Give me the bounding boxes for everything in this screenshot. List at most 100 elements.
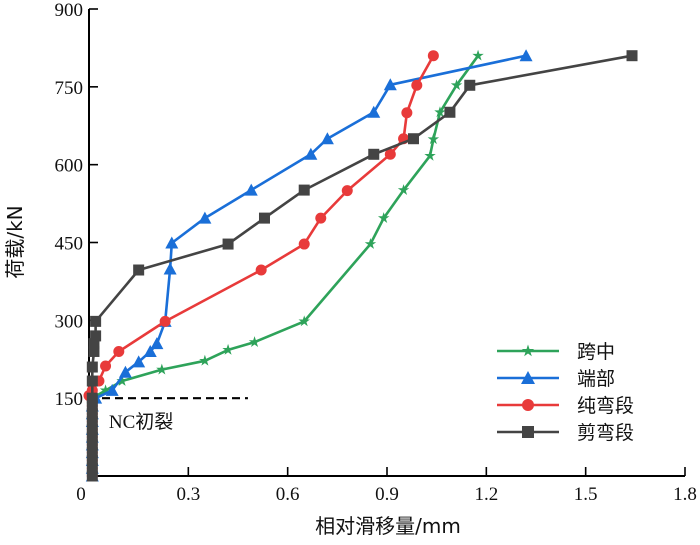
data-point — [100, 360, 112, 372]
legend-item: 剪弯段 — [497, 422, 634, 444]
y-axis-title: 荷载/kN — [3, 205, 27, 278]
data-point — [424, 149, 436, 161]
crack-label: NC初裂 — [109, 411, 173, 433]
data-point — [397, 184, 410, 195]
data-point — [90, 315, 102, 327]
data-point — [411, 79, 423, 91]
legend-label: 纯弯段 — [577, 395, 634, 417]
data-point — [384, 148, 396, 160]
data-point — [88, 338, 100, 350]
data-point — [368, 148, 380, 160]
legend-marker — [522, 426, 534, 438]
data-point — [222, 343, 234, 355]
x-tick-label: 1.8 — [673, 484, 697, 505]
data-point — [244, 183, 258, 196]
legend-marker — [522, 399, 534, 411]
legend-item: 端部 — [497, 368, 615, 390]
data-point — [367, 105, 381, 118]
legend-marker — [521, 371, 535, 384]
legend-item: 跨中 — [497, 341, 615, 363]
series-layer — [83, 49, 638, 482]
data-point — [472, 49, 484, 61]
x-tick-label: 0.9 — [375, 484, 399, 505]
data-point — [222, 238, 234, 250]
data-point — [86, 462, 98, 474]
legend-label: 跨中 — [577, 341, 615, 363]
axes: 0 0.3 0.6 0.9 1.2 1.5 1.8 150 300 450 600 750 900 — [55, 0, 697, 505]
data-point — [377, 212, 390, 223]
data-point — [315, 212, 327, 224]
data-point — [86, 392, 98, 404]
y-tick-label: 450 — [55, 234, 84, 255]
data-point — [434, 106, 446, 118]
data-point — [99, 384, 112, 396]
y-tick-label: 750 — [55, 78, 84, 99]
data-point — [383, 78, 397, 91]
y-tick-label: 300 — [55, 311, 84, 332]
data-point — [132, 355, 146, 368]
data-point — [86, 408, 98, 420]
data-point — [156, 363, 168, 375]
data-point — [113, 345, 125, 357]
data-point — [364, 238, 377, 249]
data-point — [150, 337, 164, 350]
data-point — [407, 133, 419, 145]
data-point — [427, 133, 440, 145]
series-3 — [86, 50, 638, 482]
data-point — [248, 336, 261, 347]
data-point — [450, 79, 463, 91]
data-point — [143, 344, 157, 357]
data-point — [298, 184, 310, 196]
y-tick-label: 900 — [55, 0, 84, 21]
data-point — [86, 423, 98, 435]
data-point — [427, 50, 439, 62]
x-axis-title: 相对滑移量/mm — [315, 514, 461, 538]
data-point — [116, 375, 128, 386]
data-point — [298, 238, 310, 250]
data-point — [86, 361, 98, 373]
data-point — [105, 383, 119, 396]
data-point — [444, 106, 456, 118]
y-tick-label: 150 — [55, 389, 84, 410]
x-tick-label: 1.5 — [574, 484, 598, 505]
data-point — [320, 132, 334, 145]
data-point — [255, 264, 267, 276]
data-point — [86, 375, 98, 387]
legend-marker — [521, 344, 535, 357]
y-tick-label: 600 — [55, 156, 84, 177]
data-point — [86, 400, 98, 412]
data-point — [118, 365, 132, 378]
data-point — [258, 212, 270, 224]
data-point — [401, 107, 413, 119]
data-point — [86, 470, 98, 482]
annotation: NC初裂 — [89, 397, 248, 433]
data-point — [159, 315, 171, 327]
legend-label: 端部 — [577, 368, 615, 390]
data-point — [133, 264, 145, 276]
data-point — [88, 345, 100, 357]
data-point — [90, 330, 102, 342]
data-point — [464, 79, 476, 91]
x-tick-label: 1.2 — [474, 484, 498, 505]
data-point — [298, 315, 310, 327]
x-tick-label: 0.6 — [276, 484, 300, 505]
data-point — [163, 262, 177, 275]
data-point — [198, 211, 212, 224]
data-point — [86, 416, 98, 428]
data-point — [86, 447, 98, 459]
data-point — [341, 185, 353, 197]
x-tick-label: 0.3 — [176, 484, 200, 505]
data-point — [519, 49, 533, 62]
data-point — [165, 236, 179, 249]
data-point — [199, 354, 211, 366]
data-point — [86, 439, 98, 451]
data-point — [626, 50, 638, 62]
legend-item: 纯弯段 — [497, 395, 634, 417]
data-point — [86, 431, 98, 443]
legend-label: 剪弯段 — [577, 422, 634, 444]
data-point — [86, 454, 98, 466]
x-tick-label: 0 — [76, 484, 86, 505]
data-point — [304, 147, 318, 160]
